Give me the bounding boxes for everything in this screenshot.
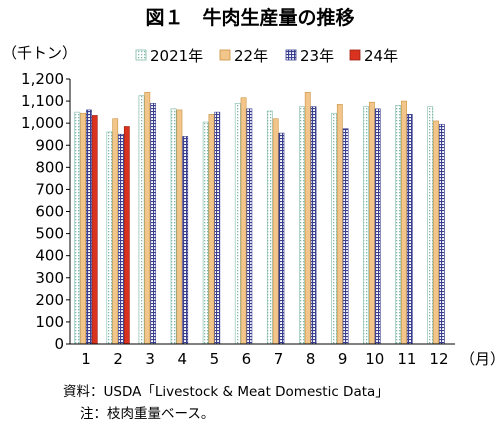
- bar-22年-6: [240, 97, 247, 345]
- bar-22年-9: [336, 104, 343, 345]
- bar-22年-5: [208, 114, 215, 345]
- legend-label: 23年: [300, 47, 334, 65]
- bar-23年-4: [182, 136, 189, 345]
- x-tick-label: 4: [178, 350, 188, 368]
- bar-23年-7: [278, 132, 285, 345]
- y-tick-label: 800: [35, 158, 64, 176]
- bar-23年-8: [310, 106, 317, 345]
- bar-23年-5: [214, 111, 221, 345]
- bar-22年-4: [176, 109, 183, 345]
- bar-2021年-7: [266, 110, 273, 345]
- x-axis: 1 2 3 4 5 6 7 8 9 10 11 12: [70, 343, 455, 368]
- y-tick-label: 100: [35, 313, 64, 331]
- legend: 2021年 22年 23年 24年: [135, 47, 398, 65]
- x-tick-label: 8: [306, 350, 316, 368]
- bar-22年-1: [80, 112, 87, 345]
- bar-2021年-4: [170, 108, 177, 345]
- bar-23年-6: [246, 108, 253, 345]
- legend-label: 24年: [364, 47, 398, 65]
- bar-23年-3: [150, 102, 157, 345]
- y-tick-label: 200: [35, 291, 64, 309]
- bar-2021年-3: [138, 95, 145, 345]
- y-tick-label: 1,000: [21, 114, 64, 132]
- x-tick-label: 6: [242, 350, 252, 368]
- y-tick-label: 900: [35, 136, 64, 154]
- chart-title: 図１ 牛肉生産量の推移: [145, 6, 354, 29]
- bar-22年-8: [304, 91, 311, 345]
- bar-2021年-5: [202, 121, 209, 345]
- legend-swatch-2021年: [135, 49, 147, 61]
- y-axis: 0 100 200 300 400 500 600 700 800 900 1,000 1,100 1,…: [21, 70, 71, 353]
- bar-22年-11: [401, 100, 407, 345]
- bar-2021年-12: [427, 106, 434, 345]
- bar-23年-10: [374, 108, 381, 345]
- bar-2021年-9: [331, 112, 337, 345]
- legend-swatch-22年: [219, 49, 231, 61]
- bar-2021年-11: [395, 105, 402, 345]
- bar-2021年-8: [299, 106, 305, 345]
- y-tick-label: 1,100: [21, 92, 64, 110]
- bar-23年-11: [406, 114, 413, 345]
- bar-24年-2: [123, 126, 130, 345]
- legend-label: 2021年: [150, 47, 203, 65]
- legend-swatch-23年: [285, 49, 297, 61]
- bar-22年-2: [112, 118, 119, 345]
- y-tick-label: 700: [35, 180, 64, 198]
- x-tick-label: 3: [145, 350, 155, 368]
- bar-22年-10: [368, 101, 375, 345]
- y-tick-label: 500: [35, 225, 64, 243]
- x-axis-unit-label: （月）: [460, 350, 500, 368]
- x-tick-label: 2: [113, 350, 123, 368]
- bar-22年-12: [433, 120, 439, 345]
- x-tick-label: 7: [274, 350, 284, 368]
- y-axis-unit-label: （千トン）: [2, 44, 77, 62]
- legend-swatch-24年: [349, 49, 361, 61]
- x-tick-label: 12: [429, 350, 448, 368]
- source-note: 資料：USDA「Livestock & Meat Domestic Data」: [63, 384, 389, 400]
- y-tick-label: 0: [54, 335, 64, 353]
- bar-2021年-10: [363, 106, 369, 345]
- y-tick-label: 600: [35, 203, 64, 221]
- x-tick-label: 1: [81, 350, 91, 368]
- bars: [74, 91, 445, 345]
- bar-22年-7: [272, 118, 279, 345]
- legend-label: 22年: [234, 47, 268, 65]
- bar-24年-1: [91, 115, 98, 345]
- bar-22年-3: [144, 91, 151, 345]
- bar-2021年-1: [74, 111, 81, 345]
- x-tick-label: 10: [365, 350, 384, 368]
- y-tick-label: 400: [35, 247, 64, 265]
- x-tick-label: 5: [210, 350, 220, 368]
- bar-23年-9: [342, 128, 349, 345]
- y-tick-label: 1,200: [21, 70, 64, 88]
- bar-23年-1: [86, 109, 92, 345]
- bar-23年-2: [118, 133, 124, 345]
- bar-2021年-2: [106, 131, 113, 345]
- y-tick-label: 300: [35, 269, 64, 287]
- footnote: 注：枝肉重量ベース。: [80, 406, 214, 422]
- bar-23年-12: [438, 123, 445, 345]
- x-tick-label: 11: [397, 350, 416, 368]
- bar-2021年-6: [234, 102, 241, 345]
- x-tick-label: 9: [338, 350, 348, 368]
